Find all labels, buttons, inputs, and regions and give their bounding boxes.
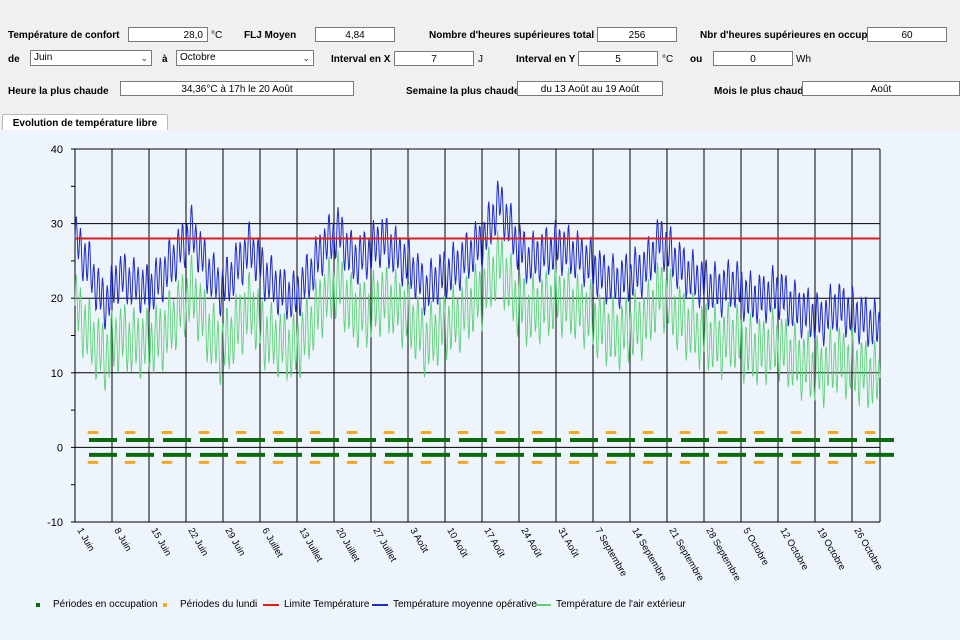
- comfort-temperature-unit: °C: [211, 30, 223, 41]
- x-tick-label: 24 Août: [518, 526, 544, 560]
- y-tick-label: 40: [51, 144, 63, 156]
- legend-occupation-swatch: [36, 602, 40, 607]
- x-tick-label: 5 Octobre: [740, 526, 770, 568]
- x-tick-label: 22 Juin: [185, 526, 210, 558]
- legend-limit-swatch: [263, 603, 279, 606]
- or-label: ou: [690, 54, 703, 65]
- comfort-temperature-field[interactable]: 28,0: [128, 27, 208, 42]
- hottest-week-field[interactable]: du 13 Août au 19 Août: [517, 81, 663, 96]
- x-tick-label: 8 Juin: [111, 526, 133, 553]
- x-tick-label: 31 Août: [555, 526, 581, 560]
- legend-monday: Périodes du lundi: [163, 599, 257, 610]
- from-month-value: Juin: [34, 52, 53, 63]
- interval-y-field[interactable]: 5: [578, 51, 658, 66]
- chevron-down-icon: ⌄: [302, 53, 310, 63]
- x-tick-label: 28 Septembre: [703, 526, 742, 583]
- from-month-select[interactable]: Juin ⌄: [30, 50, 152, 66]
- x-tick-label: 21 Septembre: [666, 526, 705, 583]
- outdoor-temperature-line: [74, 230, 881, 409]
- x-tick-label: 13 Juillet: [296, 526, 324, 564]
- legend-monday-label: Périodes du lundi: [180, 599, 258, 610]
- y-tick-label: 20: [51, 293, 63, 305]
- x-tick-label: 17 Août: [481, 526, 507, 560]
- x-tick-label: 15 Juin: [148, 526, 173, 558]
- hours-occupation-label: Nbr d'heures supérieures en occup.: [700, 30, 871, 41]
- x-tick-label: 7 Septembre: [592, 526, 629, 579]
- flj-field[interactable]: 4,84: [315, 27, 395, 42]
- operative-temperature-line: [74, 180, 881, 347]
- x-tick-label: 26 Octobre: [851, 526, 884, 572]
- x-tick-label: 19 Octobre: [814, 526, 847, 572]
- hottest-hour-label: Heure la plus chaude: [8, 86, 109, 97]
- chart-panel: 40 30 20 10 0 -10 1 Juin 8 Juin 15 Juin 22 Juin 29…: [0, 130, 960, 640]
- comfort-temperature-label: Température de confort: [8, 30, 120, 41]
- y-tick-label: -10: [47, 517, 63, 529]
- legend-operative: Température moyenne opérative: [372, 599, 537, 610]
- legend-occupation-label: Périodes en occupation: [53, 599, 158, 610]
- interval-y-label: Interval en Y: [516, 54, 576, 65]
- to-month-value: Octobre: [180, 52, 216, 63]
- interval-y-unit: °C: [662, 54, 674, 65]
- legend-outdoor-label: Température de l'air extérieur: [556, 599, 686, 610]
- legend-outdoor: Température de l'air extérieur: [535, 599, 686, 610]
- chevron-down-icon: ⌄: [140, 53, 148, 63]
- hours-total-label: Nombre d'heures supérieures total: [429, 30, 595, 41]
- hottest-week-label: Semaine la plus chaude: [406, 86, 520, 97]
- x-tick-label: 10 Août: [444, 526, 470, 560]
- y-tick-label: 0: [57, 442, 63, 454]
- hottest-month-label: Mois le plus chaud: [714, 86, 804, 97]
- x-tick-label: 3 Août: [407, 526, 430, 555]
- x-tick-label: 1 Juin: [74, 526, 96, 553]
- hottest-hour-field[interactable]: 34,36°C à 17h le 20 Août: [120, 81, 354, 96]
- legend-outdoor-swatch: [535, 603, 551, 606]
- y-tick-label: 30: [51, 219, 63, 231]
- wh-field[interactable]: 0: [713, 51, 793, 66]
- x-tick-label: 6 Juillet: [259, 526, 285, 560]
- interval-x-field[interactable]: 7: [394, 51, 474, 66]
- flj-label: FLJ Moyen: [244, 30, 297, 41]
- temperature-chart: 40 30 20 10 0 -10 1 Juin 8 Juin 15 Juin 22 Juin 29…: [47, 144, 894, 583]
- x-tick-label: 29 Juin: [222, 526, 247, 558]
- legend-limit: Limite Température: [263, 599, 369, 610]
- legend-monday-swatch: [163, 602, 167, 607]
- wh-unit: Wh: [796, 54, 811, 65]
- x-tick-label: 12 Octobre: [777, 526, 810, 572]
- y-tick-label: 10: [51, 368, 63, 380]
- hours-occupation-field[interactable]: 60: [867, 27, 947, 42]
- legend-operative-label: Température moyenne opérative: [393, 599, 537, 610]
- legend-occupation: Périodes en occupation: [36, 599, 158, 610]
- x-tick-label: 14 Septembre: [629, 526, 668, 583]
- interval-x-unit: J: [478, 54, 483, 65]
- legend-limit-label: Limite Température: [284, 599, 370, 610]
- interval-x-label: Interval en X: [331, 54, 391, 65]
- x-tick-label: 20 Juillet: [333, 526, 361, 564]
- to-month-label-text: à: [162, 54, 168, 65]
- legend-operative-swatch: [372, 603, 388, 606]
- x-tick-label: 27 Juillet: [370, 526, 398, 564]
- hottest-month-field[interactable]: Août: [802, 81, 960, 96]
- to-month-select[interactable]: Octobre ⌄: [176, 50, 314, 66]
- hours-total-field[interactable]: 256: [597, 27, 677, 42]
- tab-temperature-evolution[interactable]: Evolution de température libre: [2, 114, 168, 131]
- from-month-label: de: [8, 54, 20, 65]
